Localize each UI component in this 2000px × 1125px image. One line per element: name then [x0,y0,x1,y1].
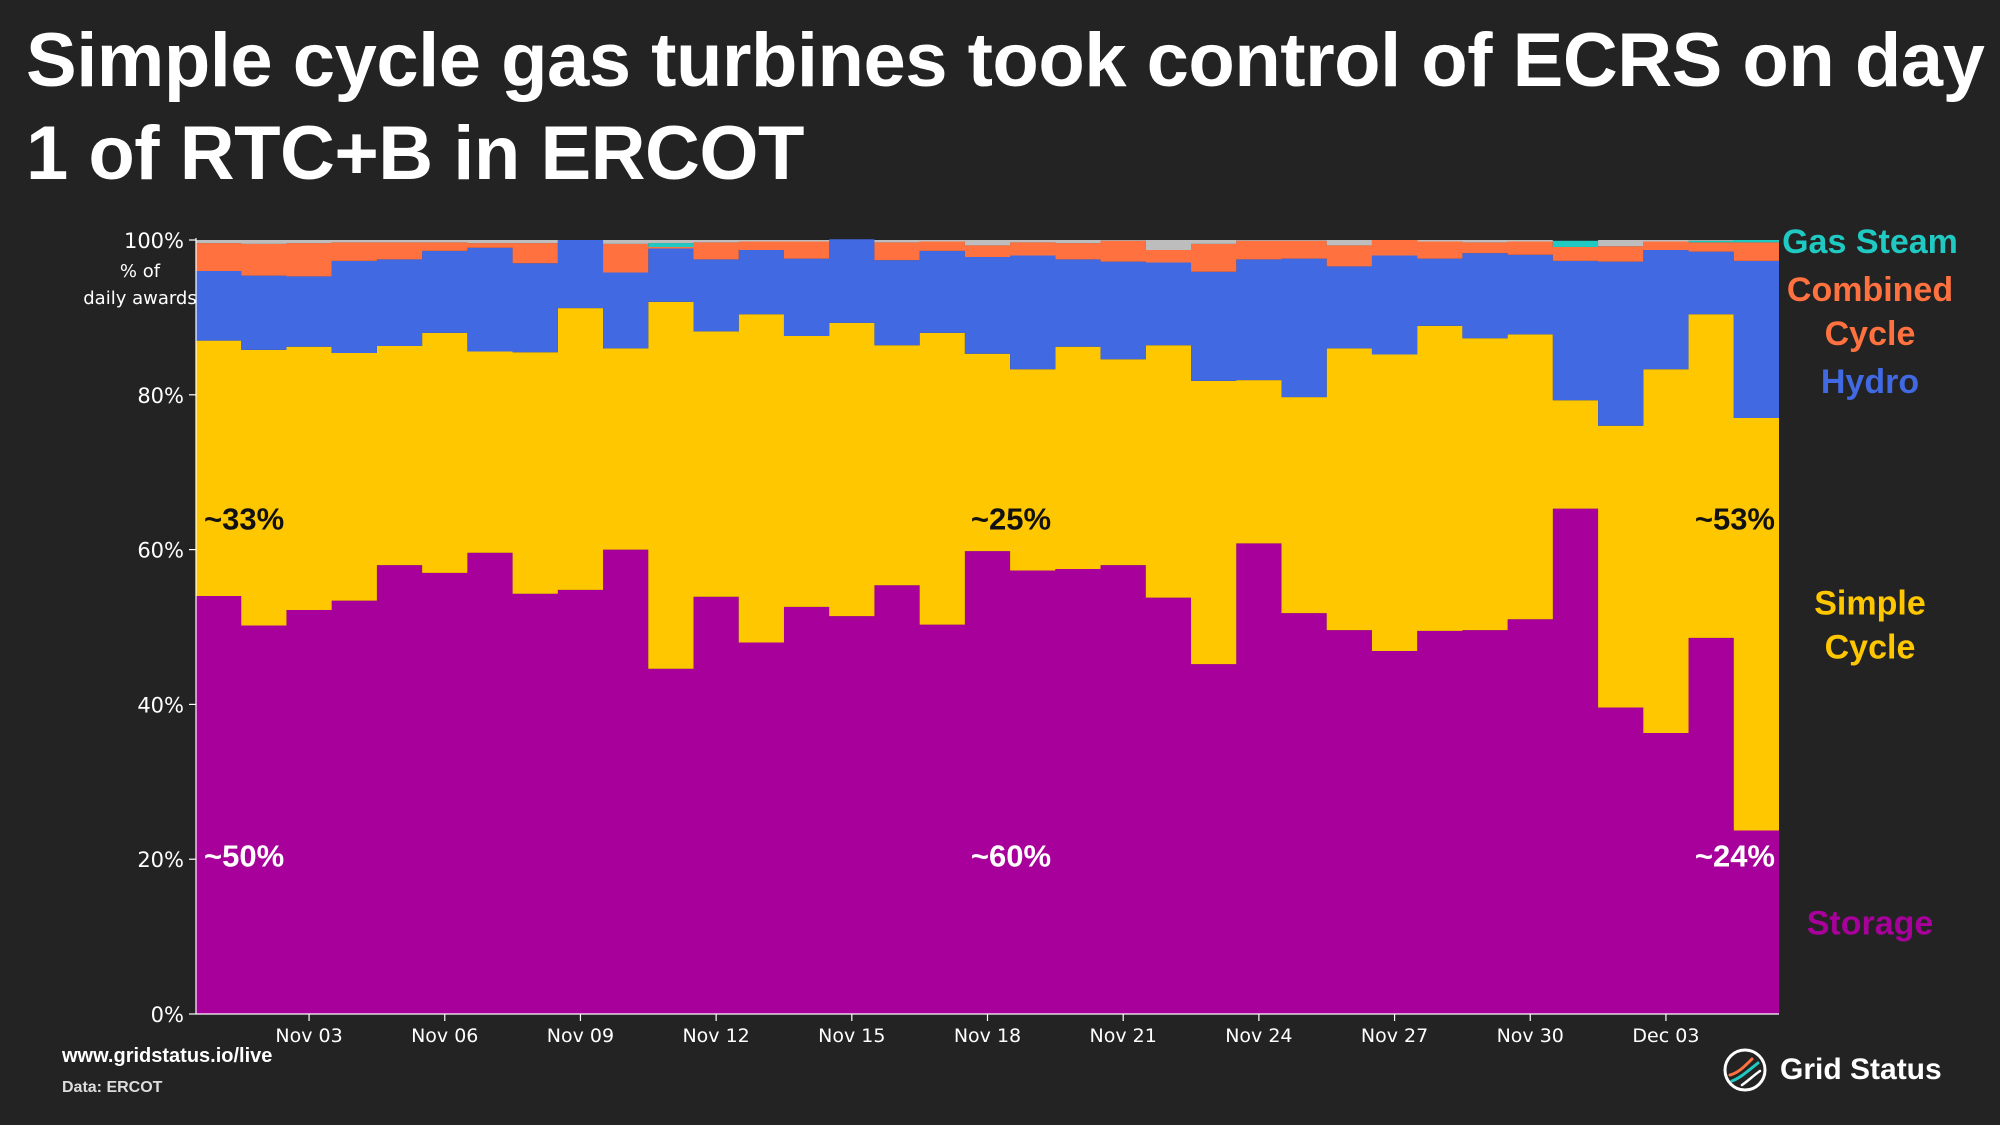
series-label-hydro: Hydro [1821,363,1919,401]
series-label-combined-cycle: Combined Cycle [1787,271,1953,353]
x-tick-label: Dec 03 [1632,1025,1699,1047]
y-tick-label: 80% [137,384,184,408]
y-tick-label: 100% [124,229,184,253]
y-tick-label: 40% [137,693,184,717]
x-axis-labels: Nov 03 Nov 06 Nov 09 Nov 12 Nov 15 Nov 18 Nov … [275,1025,1699,1047]
grid-status-logo-icon [1723,1048,1767,1092]
x-tick-label: Nov 15 [818,1025,885,1047]
x-tick-label: Nov 09 [547,1025,614,1047]
x-tick-label: Nov 03 [275,1025,342,1047]
annotation-label: ~60% [971,838,1051,873]
x-tick-label: Nov 24 [1225,1025,1292,1047]
area-combined-cycle [196,239,1779,277]
annotation-label: ~24% [1695,838,1775,873]
y-tick-label: 0% [151,1003,184,1027]
brand-name: Grid Status [1780,1053,1942,1086]
y-axis-title: % of daily awards [83,261,197,309]
y-tick-label: 20% [137,848,184,872]
chart-areas [196,239,1779,1014]
annotation-label: ~25% [971,502,1051,537]
x-tick-label: Nov 30 [1497,1025,1564,1047]
chart-title: Simple cycle gas turbines took control o… [26,18,1985,196]
area-storage [196,508,1779,1014]
y-tick-label: 60% [137,539,184,563]
area-other [196,239,1779,251]
series-label-gas-steam: Gas Steam [1782,223,1958,261]
annotation-label: ~50% [204,838,284,873]
area-simple-cycle [196,301,1779,831]
series-label-simple-cycle: Simple Cycle [1814,584,1925,666]
area-hydro [196,239,1779,426]
brand: Grid Status [1722,1046,1942,1094]
x-tick-label: Nov 27 [1361,1025,1428,1047]
chart-annotations: ~33% ~50% ~25% ~60% ~53% ~24% [204,502,1775,874]
annotation-label: ~53% [1695,502,1775,537]
x-tick-label: Nov 18 [954,1025,1021,1047]
x-tick-label: Nov 12 [682,1025,749,1047]
chart-axes [189,238,1779,1021]
annotation-label: ~33% [204,502,284,537]
x-tick-label: Nov 21 [1090,1025,1157,1047]
series-labels: Gas Steam Combined Cycle Hydro Simple Cycle St… [1782,223,1958,942]
y-axis-labels: 0% 20% 40% 60% 80% 100% % of daily awards [83,229,197,1027]
series-label-storage: Storage [1807,904,1934,942]
x-tick-label: Nov 06 [411,1025,478,1047]
footer-source: Data: ERCOT [62,1079,163,1096]
footer-url[interactable]: www.gridstatus.io/live [62,1045,273,1067]
